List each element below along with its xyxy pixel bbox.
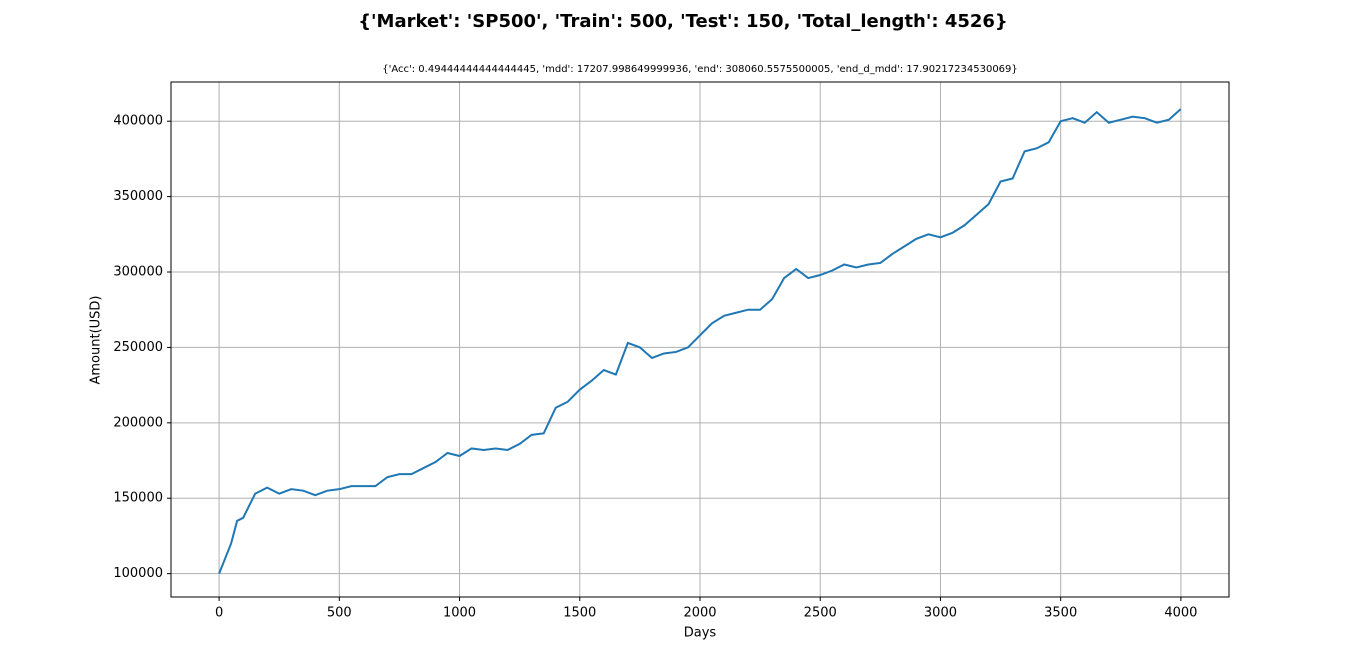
y-tick-label: 250000 xyxy=(113,340,163,355)
x-tick-label: 3000 xyxy=(924,606,957,621)
chart-title: {'Market': 'SP500', 'Train': 500, 'Test'… xyxy=(358,11,1008,32)
y-axis-label: Amount(USD) xyxy=(89,295,104,384)
y-tick-label: 350000 xyxy=(113,189,163,204)
y-tick-label: 200000 xyxy=(113,415,163,430)
chart-subtitle: {'Acc': 0.49444444444444445, 'mdd': 1720… xyxy=(382,64,1018,75)
y-tick-label: 300000 xyxy=(113,265,163,280)
y-tick-label: 400000 xyxy=(113,114,163,129)
y-tick-label: 100000 xyxy=(113,566,163,581)
x-tick-label: 4000 xyxy=(1164,606,1197,621)
y-tick-label: 150000 xyxy=(113,491,163,506)
x-tick-label: 3500 xyxy=(1044,606,1077,621)
x-tick-label: 1000 xyxy=(443,606,476,621)
plot-frame xyxy=(170,81,1230,598)
line-series xyxy=(218,108,1182,574)
x-tick-label: 2000 xyxy=(683,606,716,621)
x-tick-label: 2500 xyxy=(804,606,837,621)
x-tick-label: 1500 xyxy=(563,606,596,621)
x-tick-label: 0 xyxy=(215,606,223,621)
x-axis-label: Days xyxy=(684,626,717,641)
x-tick-label: 500 xyxy=(327,606,352,621)
